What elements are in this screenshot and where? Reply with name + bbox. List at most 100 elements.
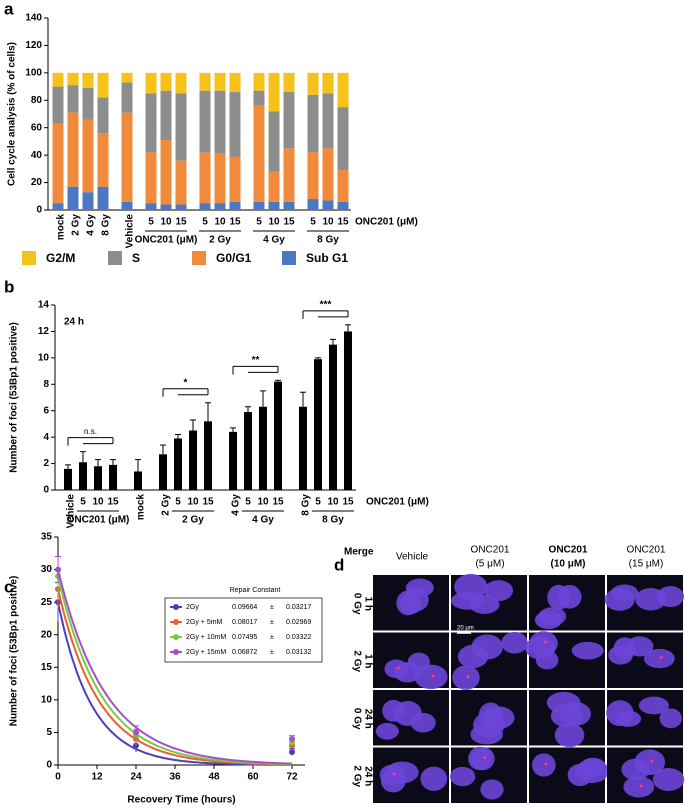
y-tick-label: 15 <box>41 662 53 673</box>
bar-segment <box>175 160 187 205</box>
legend-label: 2Gy <box>186 604 199 611</box>
bar-segment <box>160 90 172 141</box>
legend-marker <box>173 634 179 640</box>
nucleus <box>480 779 504 800</box>
y-tick-label: 40 <box>31 150 43 161</box>
y-tick-label: 20 <box>31 177 43 188</box>
panel-label: b <box>4 277 14 296</box>
fit-curve <box>57 575 292 766</box>
bar-segment <box>322 72 334 94</box>
legend-swatch <box>22 251 36 265</box>
y-tick-label: 4 <box>43 432 49 443</box>
group-label: 2 Gy <box>209 235 231 246</box>
x-tick-label: 24 <box>130 772 142 783</box>
x-tick-label: 10 <box>160 217 172 228</box>
nucleus <box>484 580 513 602</box>
bar <box>94 466 102 490</box>
bar <box>79 462 87 490</box>
group-label: ONC201 (μM) <box>135 235 198 246</box>
x-tick-label: 15 <box>202 497 214 508</box>
bar-segment <box>268 111 280 172</box>
bar-segment <box>97 72 109 98</box>
x-tick-label: 15 <box>283 217 295 228</box>
focus <box>483 756 487 760</box>
group-label: 2 Gy <box>182 515 204 526</box>
x-tick-label: 36 <box>169 772 181 783</box>
bar-segment <box>268 72 280 112</box>
bar-segment <box>337 107 349 171</box>
x-tick-label: 48 <box>208 772 220 783</box>
bar-segment <box>145 93 157 153</box>
x-tick-label: 10 <box>214 217 226 228</box>
nucleus <box>550 704 584 728</box>
nucleus <box>375 722 399 740</box>
x-tick-label: 12 <box>91 772 103 783</box>
bar-segment <box>322 148 334 201</box>
y-tick-label: 12 <box>38 326 50 337</box>
data-point <box>289 735 295 742</box>
repair-constant: 0.06872 <box>232 649 257 656</box>
bar <box>204 421 212 490</box>
bar-segment <box>253 72 265 91</box>
bar-segment <box>52 86 64 124</box>
bar <box>109 464 117 490</box>
x-tick-label: 8 Gy <box>101 214 112 236</box>
y-tick-label: 120 <box>25 40 42 51</box>
fit-curve <box>57 569 292 765</box>
x-tick-label: 10 <box>257 497 269 508</box>
row-label: 0 Gy <box>351 593 362 615</box>
y-axis-label: Number of foci (53Bp1 positive) <box>9 576 20 727</box>
x-tick-label: 5 <box>148 217 154 228</box>
nucleus <box>638 696 669 715</box>
bar-segment <box>337 170 349 202</box>
scale-bar-label: 20 μm <box>457 626 474 632</box>
x-tick-label: 4 Gy <box>231 494 242 516</box>
y-tick-label: 2 <box>43 458 49 469</box>
bar-segment <box>214 72 226 91</box>
legend-marker <box>173 619 179 625</box>
x-tick-label: 15 <box>272 497 284 508</box>
bar-segment <box>199 203 211 210</box>
bar-segment <box>253 201 265 210</box>
nucleus <box>449 766 476 787</box>
y-axis-label: Cell cycle analysis (% of cells) <box>7 42 18 186</box>
bar-segment <box>67 112 79 187</box>
x-tick-label: 2 Gy <box>161 494 172 516</box>
bar-segment <box>199 152 211 204</box>
x-tick-label: 10 <box>92 497 104 508</box>
significance-label: * <box>184 377 188 388</box>
bar-segment <box>175 72 187 94</box>
y-tick-label: 10 <box>38 352 50 363</box>
y-tick-label: 140 <box>25 13 42 24</box>
column-header: ONC201 <box>549 545 588 556</box>
legend-label: G2/M <box>46 251 75 265</box>
bar <box>299 406 307 490</box>
nucleus <box>471 634 504 660</box>
row-label: 24 h <box>362 709 373 729</box>
nucleus <box>393 700 422 726</box>
x-axis-label: Recovery Time (hours) <box>127 795 235 806</box>
x-tick-label: 10 <box>322 217 334 228</box>
repair-constant-error: 0.03132 <box>286 649 311 656</box>
x-tick-label: 2 Gy <box>71 214 82 236</box>
row-label: 1 h <box>362 654 373 668</box>
bar-segment <box>121 72 133 83</box>
y-tick-label: 5 <box>46 727 52 738</box>
separator: ± <box>270 634 274 641</box>
separator: ± <box>270 649 274 656</box>
column-header: (15 μM) <box>629 559 664 570</box>
bar-segment <box>337 201 349 210</box>
nucleus <box>538 607 567 626</box>
x-tick-label: 0 <box>55 772 61 783</box>
repair-constant: 0.09664 <box>232 604 257 611</box>
bar-segment <box>52 72 64 87</box>
nucleus <box>473 712 505 738</box>
nucleus <box>501 631 528 654</box>
bar-segment <box>214 203 226 210</box>
bar-segment <box>283 148 295 202</box>
column-header: Vehicle <box>396 552 429 563</box>
y-tick-label: 0 <box>43 485 49 496</box>
bar-segment <box>214 90 226 154</box>
legend-label: S <box>132 251 140 265</box>
